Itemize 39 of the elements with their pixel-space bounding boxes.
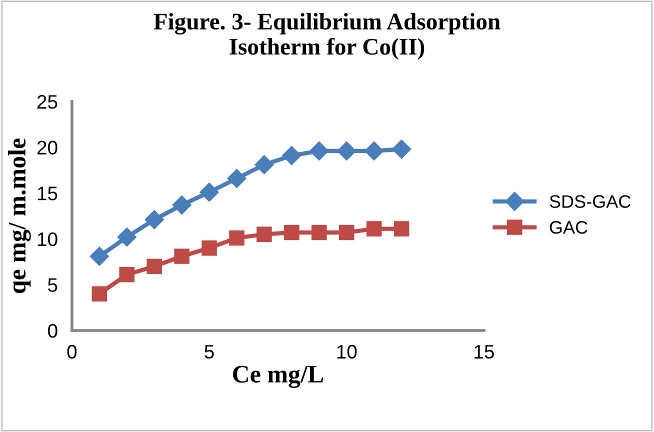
x-tick-label: 5 [204,345,214,359]
y-axis-title: qe mg/ m.mole [8,138,31,294]
point [310,141,329,161]
legend-label: GAC [550,220,588,234]
point [202,240,217,256]
y-tick-label: 0 [48,324,58,338]
point [144,210,164,230]
point [312,224,327,240]
point [392,140,412,159]
point [119,266,135,282]
chart-title: Figure. 3- Equilibrium Adsorption Isotherm for Co(II) [154,12,500,60]
point [92,286,108,302]
point [366,221,382,236]
point [364,141,384,161]
point [117,228,136,247]
x-tick-label: 0 [67,344,77,359]
x-tick-label: 15 [474,345,494,359]
point [337,141,356,161]
y-tick-label: 15 [38,186,58,200]
y-tick-label: 5 [48,278,58,292]
point [174,248,190,264]
y-tick-label: 10 [38,232,58,246]
point [90,246,109,266]
y-tick-label: 25 [37,94,58,109]
point [200,182,219,202]
point [282,146,302,166]
y-tick-label: 20 [37,140,58,155]
x-tick-label: 10 [337,344,357,359]
point [338,224,354,240]
legend-label: SDS-GAC [550,195,631,208]
point [229,230,244,246]
point [172,195,192,215]
point [146,258,162,274]
point [227,168,246,188]
x-axis-title: Ce mg/L [233,366,324,388]
point [254,155,274,174]
point [284,224,300,240]
point [394,221,410,236]
point [256,226,272,242]
